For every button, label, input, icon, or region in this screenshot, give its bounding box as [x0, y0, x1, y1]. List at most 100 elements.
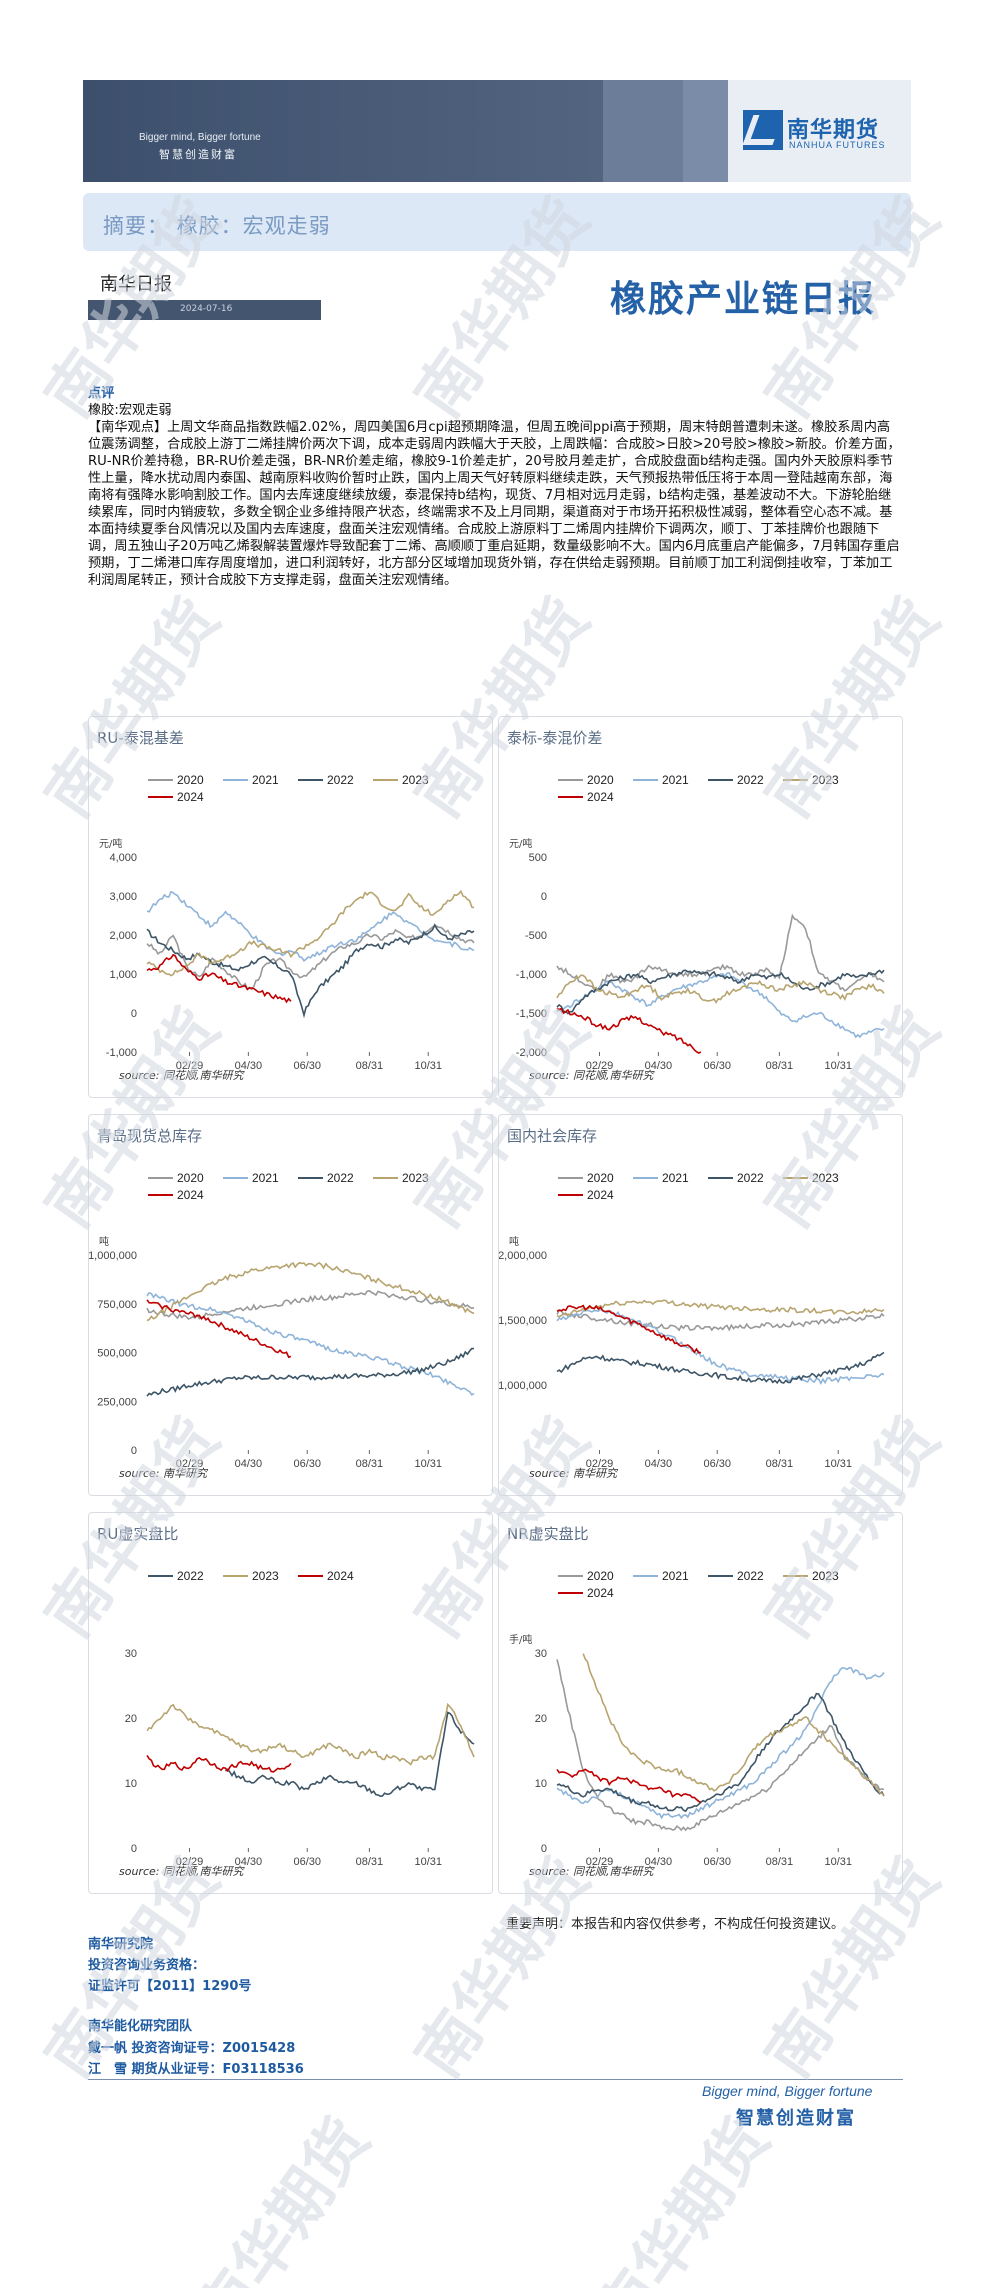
y-tick-label: 10: [125, 1778, 137, 1790]
chart-panel-social-inventory: 国内社会库存 2020 2021 2022 2023 2024 吨 1,000,000 1,5…: [498, 1114, 903, 1496]
daily-label: 南华日报: [100, 274, 172, 295]
series-line-2024: [556, 1768, 702, 1804]
series-line-2022: [556, 1351, 885, 1385]
y-tick-label: 4,000: [109, 852, 137, 864]
footer-team: 南华能化研究团队: [88, 2019, 193, 2034]
series-line-2024: [146, 953, 292, 1004]
y-tick-label: 3,000: [109, 891, 137, 903]
chart-panel-qingdao-inventory: 青岛现货总库存 2020 2021 2022 2023 2024 吨 0 250,000 500…: [88, 1114, 493, 1496]
y-tick-label: 500: [529, 852, 547, 864]
legend-label: 2022: [177, 1569, 204, 1583]
summary-bar: 摘要： 橡胶：宏观走弱: [83, 193, 911, 251]
x-tick-label: 06/30: [703, 1060, 731, 1072]
series-line-2020: [556, 1659, 885, 1832]
legend-label: 2024: [177, 790, 204, 804]
series-line-2023: [146, 889, 475, 977]
x-tick-label: 04/30: [645, 1856, 673, 1868]
chart-svg: 2020 2021 2022 2023 2024 吨 1,000,000 1,500,000 2…: [499, 1171, 885, 1470]
x-tick-label: 10/31: [824, 1060, 852, 1072]
chart-title: 青岛现货总库存: [97, 1127, 203, 1145]
legend-label: 2020: [587, 1569, 614, 1583]
y-tick-label: 20: [125, 1713, 137, 1725]
footer-analyst-2: 江 雪 期货从业证号：F03118536: [88, 2062, 304, 2077]
x-tick-label: 04/30: [645, 1060, 673, 1072]
y-tick-label: -1,000: [106, 1047, 137, 1059]
series-line-2021: [146, 890, 475, 962]
y-tick-label: 1,000,000: [89, 1250, 137, 1262]
legend-label: 2021: [662, 773, 689, 787]
x-tick-label: 08/31: [766, 1856, 794, 1868]
chart-title: RU虚实盘比: [97, 1525, 179, 1543]
y-tick-label: 0: [131, 1445, 137, 1457]
chart-source: source: 南华研究: [529, 1467, 617, 1480]
y-tick-label: 0: [131, 1008, 137, 1020]
header-banner: Bigger mind, Bigger fortune 智慧创造财富 南华期货 …: [83, 80, 911, 182]
logo-name-en: NANHUA FUTURES: [789, 140, 886, 150]
legend-label: 2022: [737, 773, 764, 787]
chart-title: RU-泰混基差: [97, 729, 184, 747]
x-tick-label: 02/29: [176, 1060, 204, 1072]
chart-title: NR虚实盘比: [507, 1525, 589, 1543]
series-line-2023: [556, 974, 885, 1004]
commentary-body: 【南华观点】上周文华商品指数跌幅2.02%，周四美国6月cpi超预期降温，但周五…: [88, 420, 901, 588]
x-tick-label: 04/30: [235, 1060, 263, 1072]
legend-label: 2021: [252, 773, 279, 787]
disclaimer: 重要声明：本报告和内容仅供参考，不构成任何投资建议。: [506, 1917, 845, 1932]
legend-label: 2020: [587, 1171, 614, 1185]
y-tick-label: 20: [535, 1713, 547, 1725]
chart-source: source: 同花顺,南华研究: [119, 1865, 244, 1878]
series-line-2023: [146, 1261, 475, 1322]
legend-label: 2022: [737, 1171, 764, 1185]
legend-label: 2024: [587, 1188, 614, 1202]
x-tick-label: 06/30: [293, 1458, 321, 1470]
summary-text: 摘要： 橡胶：宏观走弱: [103, 214, 331, 238]
chart-source: source: 同花顺,南华研究: [119, 1069, 244, 1082]
legend-label: 2024: [177, 1188, 204, 1202]
x-tick-label: 04/30: [235, 1458, 263, 1470]
series-line-2023: [582, 1653, 885, 1797]
series-line-2022: [556, 969, 885, 1015]
nanhua-logo-icon: [743, 110, 783, 150]
footer-slogan-cn: 智慧创造财富: [736, 2108, 856, 2129]
footer-slogan-en: Bigger mind, Bigger fortune: [702, 2083, 873, 2099]
legend-label: 2022: [737, 1569, 764, 1583]
y-tick-label: 1,000,000: [499, 1380, 547, 1392]
series-line-2020: [556, 913, 885, 992]
banner-slogan-cn: 智慧创造财富: [159, 148, 237, 161]
banner-slogan-en: Bigger mind, Bigger fortune: [139, 132, 261, 143]
series-line-2023: [556, 1299, 885, 1318]
x-tick-label: 10/31: [414, 1060, 442, 1072]
y-tick-label: 30: [125, 1648, 137, 1660]
y-tick-label: 10: [535, 1778, 547, 1790]
y-tick-label: 250,000: [97, 1396, 137, 1408]
chart-svg: 2020 2021 2022 2023 2024 吨 0 250,000 500,000 750,…: [89, 1171, 475, 1470]
logo-name-cn: 南华期货: [787, 118, 880, 143]
x-tick-label: 06/30: [293, 1060, 321, 1072]
watermark-text: 南华期货: [581, 2105, 783, 2288]
y-tick-label: 0: [541, 891, 547, 903]
legend-label: 2023: [402, 773, 429, 787]
chart-source: source: 同花顺,南华研究: [529, 1069, 654, 1082]
x-tick-label: 06/30: [703, 1856, 731, 1868]
y-axis-unit: 手/吨: [509, 1633, 532, 1646]
footer-divider: [88, 2079, 903, 2080]
y-tick-label: -2,000: [516, 1047, 547, 1059]
series-line-2022: [224, 1711, 475, 1798]
footer-institute: 南华研究院: [88, 1937, 154, 1952]
chart-panel-ru-ratio: RU虚实盘比 2022 2023 2024 0 10 20 30 02/29 04/30 06/3…: [88, 1512, 493, 1894]
legend-label: 2023: [812, 1569, 839, 1583]
chart-source: source: 同花顺,南华研究: [529, 1865, 654, 1878]
x-tick-label: 08/31: [766, 1060, 794, 1072]
y-tick-label: 30: [535, 1648, 547, 1660]
chart-svg: 2020 2021 2022 2023 2024 手/吨 0 10 20 30 02/29 04/30…: [509, 1569, 885, 1868]
y-axis-unit: 吨: [509, 1235, 519, 1248]
chart-panel-thai-spread: 泰标-泰混价差 2020 2021 2022 2023 2024 元/吨 -2,000 -1,…: [498, 716, 903, 1098]
chart-svg: 2022 2023 2024 0 10 20 30 02/29 04/30 06/30 08/31 1…: [125, 1569, 475, 1868]
y-tick-label: 750,000: [97, 1299, 137, 1311]
x-tick-label: 08/31: [356, 1060, 384, 1072]
legend-label: 2023: [402, 1171, 429, 1185]
series-line-2021: [556, 1308, 885, 1386]
y-tick-label: -1,500: [516, 1008, 547, 1020]
legend-label: 2024: [587, 1586, 614, 1600]
y-tick-label: 2,000,000: [499, 1250, 547, 1262]
